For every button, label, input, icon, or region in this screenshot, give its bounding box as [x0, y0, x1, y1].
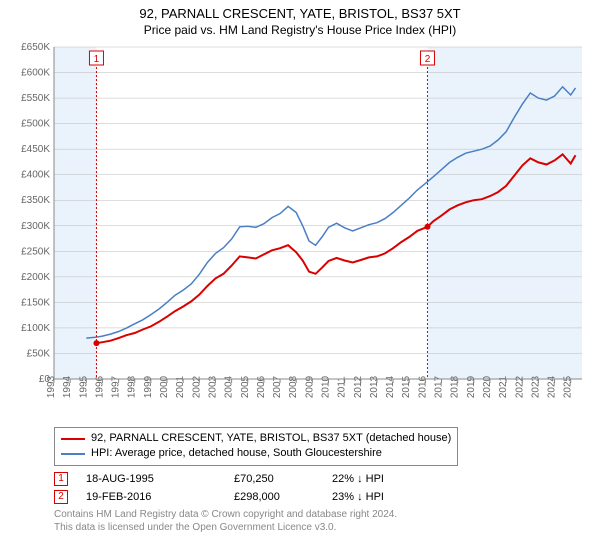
event-delta: 22% ↓ HPI	[332, 473, 384, 485]
legend-row: 92, PARNALL CRESCENT, YATE, BRISTOL, BS3…	[61, 431, 451, 446]
chart-title: 92, PARNALL CRESCENT, YATE, BRISTOL, BS3…	[10, 6, 590, 21]
marker-number: 1	[94, 54, 100, 65]
chart-svg: £0£50K£100K£150K£200K£250K£300K£350K£400…	[10, 41, 590, 421]
pre-post-band	[427, 47, 582, 379]
marker-number: 2	[425, 54, 431, 65]
event-date: 19-FEB-2016	[86, 491, 216, 503]
y-tick-label: £100K	[21, 323, 50, 334]
y-tick-label: £600K	[21, 68, 50, 79]
event-price: £298,000	[234, 491, 314, 503]
y-tick-label: £350K	[21, 195, 50, 206]
event-date: 18-AUG-1995	[86, 473, 216, 485]
y-tick-label: £400K	[21, 170, 50, 181]
y-tick-label: £450K	[21, 144, 50, 155]
legend-swatch	[61, 438, 85, 440]
footer-line2: This data is licensed under the Open Gov…	[54, 521, 590, 534]
chart-plot: £0£50K£100K£150K£200K£250K£300K£350K£400…	[10, 41, 590, 421]
y-tick-label: £200K	[21, 272, 50, 283]
marker-point	[93, 340, 99, 346]
y-tick-label: £150K	[21, 297, 50, 308]
events-table: 1 18-AUG-1995 £70,250 22% ↓ HPI 2 19-FEB-2016…	[54, 472, 590, 504]
y-tick-label: £500K	[21, 119, 50, 130]
event-row: 2 19-FEB-2016 £298,000 23% ↓ HPI	[54, 490, 590, 504]
pre-post-band	[54, 47, 96, 379]
legend-swatch	[61, 453, 85, 455]
legend-label: 92, PARNALL CRESCENT, YATE, BRISTOL, BS3…	[91, 431, 451, 446]
y-tick-label: £50K	[27, 348, 51, 359]
legend: 92, PARNALL CRESCENT, YATE, BRISTOL, BS3…	[54, 427, 458, 466]
y-tick-label: £650K	[21, 42, 50, 53]
y-tick-label: £300K	[21, 221, 50, 232]
event-badge: 2	[54, 490, 68, 504]
event-delta: 23% ↓ HPI	[332, 491, 384, 503]
event-badge: 1	[54, 472, 68, 486]
y-tick-label: £250K	[21, 246, 50, 257]
event-price: £70,250	[234, 473, 314, 485]
chart-subtitle: Price paid vs. HM Land Registry's House …	[10, 23, 590, 37]
chart-container: 92, PARNALL CRESCENT, YATE, BRISTOL, BS3…	[0, 0, 600, 560]
y-tick-label: £550K	[21, 93, 50, 104]
marker-point	[424, 224, 430, 230]
event-row: 1 18-AUG-1995 £70,250 22% ↓ HPI	[54, 472, 590, 486]
footer-line1: Contains HM Land Registry data © Crown c…	[54, 508, 590, 521]
footer: Contains HM Land Registry data © Crown c…	[54, 508, 590, 534]
legend-label: HPI: Average price, detached house, Sout…	[91, 446, 382, 461]
legend-row: HPI: Average price, detached house, Sout…	[61, 446, 451, 461]
